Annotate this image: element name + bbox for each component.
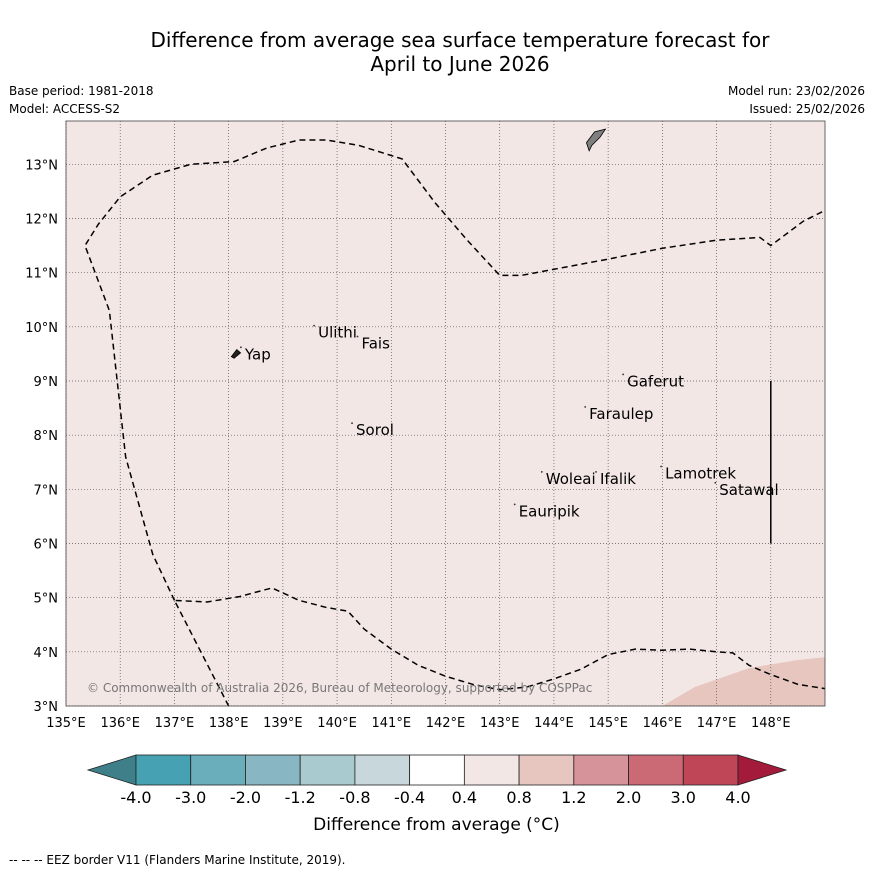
map-frame: [65, 120, 826, 707]
colorbar-tick-label: -0.4: [394, 788, 426, 807]
atoll-marker: [540, 471, 543, 473]
colorbar-tick-label: 0.4: [451, 788, 478, 807]
colorbar: [86, 754, 788, 786]
eez-border-south: [173, 587, 826, 707]
eez-footnote: -- -- -- EEZ border V11 (Flanders Marine…: [9, 853, 346, 867]
colorbar-tick-label: 2.0: [615, 788, 642, 807]
colorbar-arrow-low: [86, 754, 137, 786]
meta-right: Model run: 23/02/2026 Issued: 25/02/2026: [728, 82, 865, 118]
colorbar-tick-label: 3.0: [670, 788, 696, 807]
place-label: Gaferut: [627, 372, 684, 390]
colorbar-segment: [463, 754, 520, 786]
colorbar-title: Difference from average (°C): [313, 815, 560, 835]
colorbar-segment: [682, 754, 739, 786]
lon-tick-label: 147°E: [697, 716, 737, 731]
title-line-1: Difference from average sea surface temp…: [150, 28, 770, 52]
colorbar-segment: [135, 754, 192, 786]
model-run: Model run: 23/02/2026: [727, 84, 865, 98]
yap-island: [230, 349, 242, 359]
lon-tick-label: 143°E: [480, 716, 520, 731]
place-label: Yap: [244, 345, 271, 363]
colorbar-segment: [354, 754, 411, 786]
place-label: Faraulep: [589, 405, 653, 423]
atoll-marker: [584, 406, 587, 408]
lon-tick-label: 139°E: [263, 716, 303, 731]
lat-tick-label: 12°N: [25, 213, 58, 228]
lon-tick-label: 144°E: [534, 716, 574, 731]
atoll-marker: [714, 481, 717, 484]
colorbar-tick-label: 0.8: [506, 788, 532, 807]
lat-tick-label: 9°N: [34, 375, 59, 390]
lat-tick-label: 6°N: [34, 538, 59, 553]
colorbar-tick-label: -3.0: [175, 788, 207, 807]
colorbar-tick-label: -1.2: [284, 788, 316, 807]
lon-tick-label: 148°E: [751, 716, 791, 731]
lon-tick-label: 142°E: [426, 716, 466, 731]
lon-tick-label: 136°E: [100, 716, 140, 731]
model-name: Model: ACCESS-S2: [9, 102, 121, 116]
colorbar-segment: [190, 754, 246, 786]
eez-border-north: [84, 139, 826, 601]
colorbar-tick-label: -0.8: [339, 788, 371, 807]
colorbar-tick-label: -2.0: [229, 788, 262, 807]
title-line-2: April to June 2026: [370, 52, 550, 76]
place-label: Woleai: [546, 470, 596, 488]
lat-tick-label: 3°N: [34, 700, 59, 715]
lon-tick-label: 135°E: [46, 716, 86, 731]
atoll-marker: [622, 373, 625, 376]
atoll-marker: [351, 422, 353, 425]
lat-tick-label: 10°N: [25, 321, 58, 336]
lat-tick-label: 5°N: [34, 592, 59, 607]
colorbar-tick-label: 1.2: [561, 788, 587, 807]
place-label: Ulithi: [318, 324, 357, 342]
atoll-marker: [595, 471, 597, 473]
place-label: Ifalik: [600, 470, 636, 488]
colorbar-segment: [245, 754, 301, 786]
colorbar-segment: [573, 754, 629, 786]
lat-tick-label: 4°N: [34, 646, 59, 661]
lon-tick-label: 146°E: [643, 716, 683, 731]
colorbar-segment: [628, 754, 684, 786]
atoll-marker: [240, 346, 242, 349]
lat-tick-label: 8°N: [34, 429, 59, 444]
guam-island: [586, 128, 607, 152]
colorbar-tick-label: -4.0: [120, 788, 152, 807]
lat-tick-label: 7°N: [34, 483, 59, 498]
copyright-text: © Commonwealth of Australia 2026, Bureau…: [87, 681, 592, 695]
lon-tick-label: 141°E: [372, 716, 412, 731]
atoll-marker: [513, 503, 516, 506]
lat-tick-label: 13°N: [25, 158, 58, 173]
lon-tick-label: 137°E: [155, 716, 195, 731]
lon-tick-label: 145°E: [588, 716, 628, 731]
base-period: Base period: 1981-2018: [9, 84, 154, 98]
colorbar-arrow-high: [737, 754, 788, 786]
place-label: Lamotrek: [665, 465, 736, 483]
colorbar-segment: [409, 754, 465, 786]
place-label: Sorol: [356, 421, 394, 439]
place-label: Eauripik: [519, 502, 580, 520]
meta-left: Base period: 1981-2018 Model: ACCESS-S2: [9, 82, 154, 118]
colorbar-tick-label: 4.0: [725, 788, 751, 807]
atoll-marker: [660, 465, 662, 468]
issued-date: Issued: 25/02/2026: [749, 102, 865, 116]
place-label: Fais: [361, 335, 390, 353]
atoll-marker: [356, 335, 359, 338]
warm-anomaly-patch: [662, 657, 825, 706]
colorbar-segment: [518, 754, 575, 786]
map-layer: 135°E 136°E 137°E 138°E 139°E 140°E 141°E 142°E…: [25, 120, 826, 731]
lon-tick-label: 138°E: [209, 716, 249, 731]
atoll-marker: [313, 324, 315, 327]
chart-title: Difference from average sea surface temp…: [70, 28, 850, 76]
lon-tick-label: 140°E: [317, 716, 357, 731]
colorbar-segment: [299, 754, 356, 786]
lat-tick-label: 11°N: [25, 267, 58, 282]
place-label: Satawal: [719, 481, 778, 499]
